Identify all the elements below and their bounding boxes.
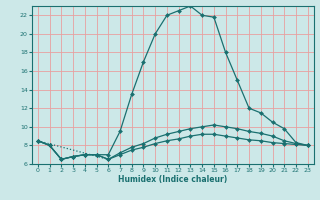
X-axis label: Humidex (Indice chaleur): Humidex (Indice chaleur) [118,175,228,184]
